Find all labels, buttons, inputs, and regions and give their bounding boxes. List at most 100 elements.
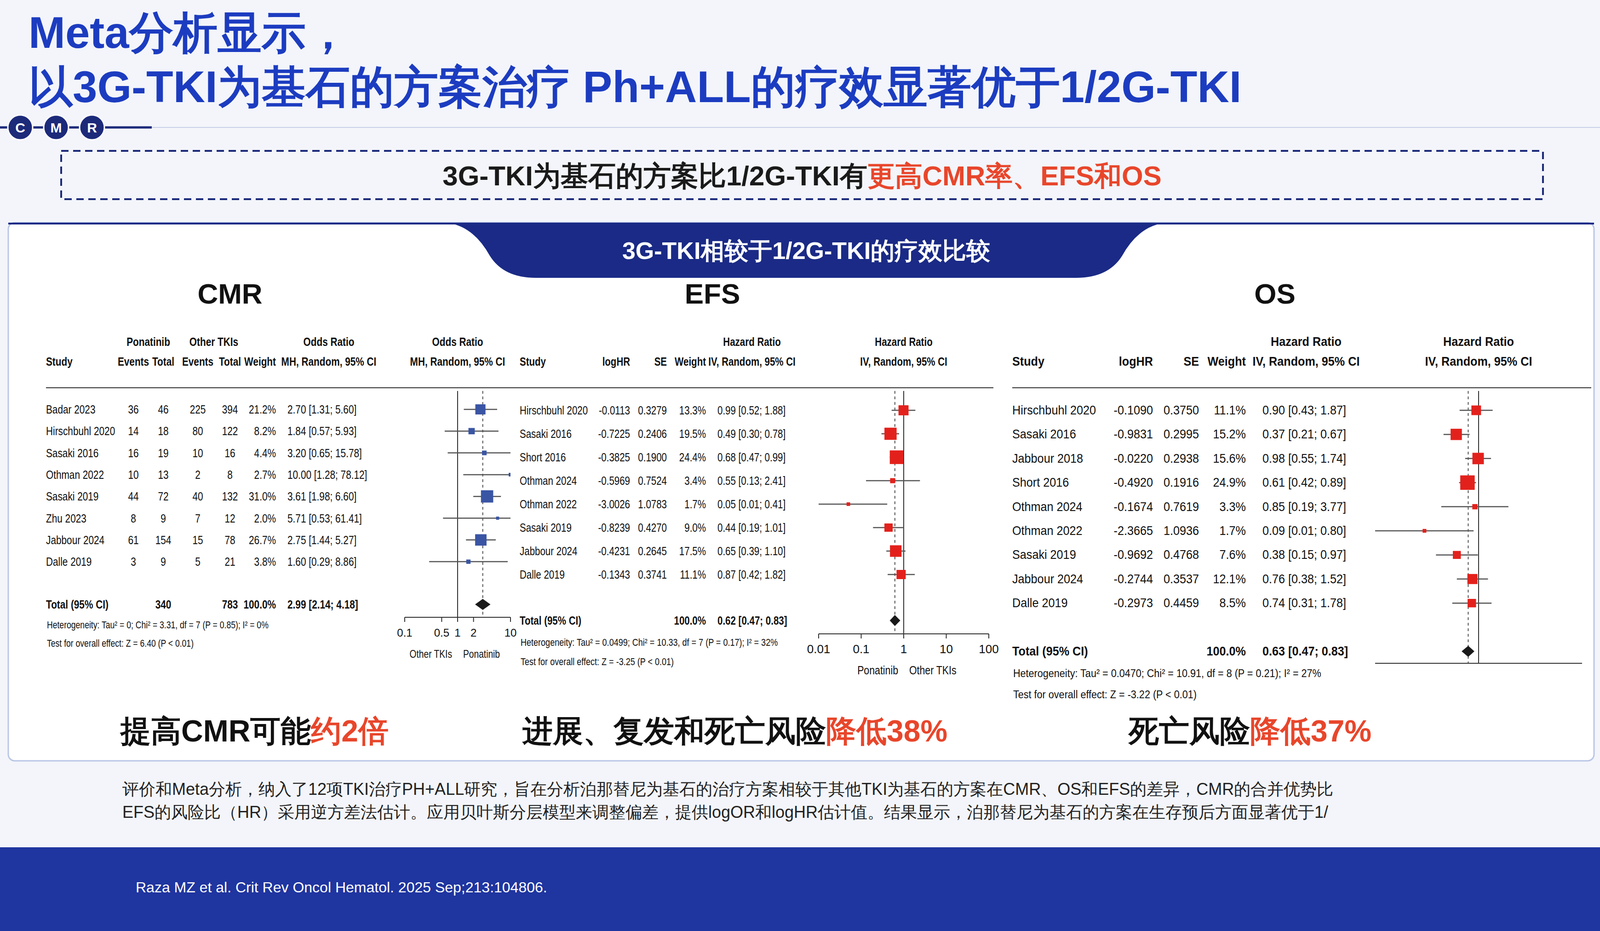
table-cell: 100.0% (1206, 643, 1246, 659)
table-cell: Hirschbuhl 2020 (1012, 402, 1096, 418)
column-head: Weight (674, 355, 706, 368)
table-cell: 17.5% (679, 544, 706, 558)
study-marker (1467, 573, 1478, 585)
table-cell: 0.85 [0.19; 3.77] (1262, 498, 1347, 514)
table-cell: Zhu 2023 (45, 511, 87, 525)
header-rule (45, 387, 520, 389)
column-head: Total (218, 355, 241, 369)
table-cell: Othman 2022 (45, 468, 104, 482)
x-tick (441, 617, 442, 622)
panel (8, 222, 1595, 761)
logo-circle (43, 114, 69, 140)
table-cell: 225 (189, 402, 207, 417)
table-cell: 0.44 [0.19; 1.01] (717, 521, 786, 534)
table-cell: 21.2% (248, 402, 276, 417)
plot-head: Hazard Ratio (874, 335, 933, 349)
x-tick-label: 100 (978, 642, 999, 656)
table-cell: Dalle 2019 (519, 567, 565, 581)
table-cell: 0.3537 (1163, 571, 1199, 587)
pooled-line (894, 390, 896, 634)
table-cell: 24.9% (1213, 475, 1246, 490)
table-cell: Jabbour 2024 (1012, 571, 1084, 587)
study-marker (1472, 504, 1478, 510)
table-cell: 2.70 [1.31; 5.60] (287, 402, 357, 417)
plot-area (1375, 390, 1509, 664)
column-head: logHR (1118, 354, 1153, 369)
axis-label: Other TKIs (909, 663, 957, 677)
table-cell: 1.7% (684, 497, 706, 511)
table-cell: 8 (130, 511, 137, 525)
column-head: Study (1012, 354, 1045, 369)
table-cell: Short 2016 (1012, 475, 1069, 490)
table-cell: 0.7524 (637, 474, 667, 488)
summary-text-part: 更高CMR率、EFS和OS (867, 160, 1162, 192)
table-cell: 19.5% (679, 427, 706, 441)
table-cell: Sasaki 2019 (45, 489, 99, 504)
x-tick (457, 617, 459, 622)
x-tick (818, 633, 820, 639)
table-cell: 31.0% (248, 489, 276, 504)
study-marker (468, 427, 476, 435)
forest-plot: CMRPonatinibOther TKIsOdds RatioStudyEve… (45, 277, 558, 661)
chart-title: CMR (197, 277, 263, 310)
x-tick (860, 633, 862, 639)
table-cell: 0.4459 (1163, 595, 1199, 611)
table-cell: -0.2744 (1113, 571, 1154, 587)
x-axis (1375, 662, 1583, 664)
table-cell: 2.75 [1.44; 5.27] (287, 533, 357, 547)
column-head: Study (519, 355, 546, 368)
banner-title: 3G-TKI相较于1/2G-TKI的疗效比较 (622, 237, 991, 264)
table-cell: 15 (192, 533, 203, 547)
column-group-head: Odds Ratio (303, 335, 355, 349)
conclusion-part: 降低38% (825, 713, 948, 748)
x-tick (473, 617, 475, 622)
table-cell: 3.4% (684, 474, 706, 488)
table-cell: 8.5% (1219, 595, 1246, 611)
table-cell: -0.9831 (1113, 426, 1153, 442)
axis-label: Other TKIs (409, 647, 453, 661)
column-head: IV, Random, 95% CI (708, 355, 796, 368)
study-marker (1422, 528, 1427, 533)
column-head: Events (182, 355, 214, 369)
table-cell: 1.0936 (1163, 523, 1199, 539)
table-cell: Jabbour 2024 (45, 533, 105, 547)
table-cell: -0.5969 (597, 474, 631, 488)
note: Heterogeneity: Tau² = 0.0470; Chi² = 10.… (1013, 666, 1322, 680)
table-cell: 0.99 [0.52; 1.88] (717, 403, 786, 417)
table-cell: -2.3665 (1113, 523, 1153, 539)
column-group-head: Hazard Ratio (722, 335, 781, 349)
panel-top-rule (8, 222, 1595, 225)
table-cell: 15.2% (1213, 426, 1246, 442)
study-marker (846, 502, 851, 506)
x-tick-label: 10 (939, 642, 953, 656)
table-cell: 9.0% (684, 521, 706, 534)
table-cell: 13 (157, 468, 169, 482)
x-tick-label: 1 (900, 642, 907, 656)
table-cell: 16 (224, 446, 236, 460)
table-cell: 2.99 [2.14; 4.18] (287, 597, 359, 612)
column-head: Weight (1207, 354, 1247, 369)
column-head: IV, Random, 95% CI (1252, 354, 1360, 369)
plot-area (429, 390, 511, 618)
ci-line (463, 474, 511, 476)
table-cell: 1.7% (1219, 523, 1246, 539)
study-marker (1460, 475, 1475, 490)
table-cell: -3.0026 (597, 497, 631, 511)
table-cell: 0.63 [0.47; 0.83] (1262, 643, 1348, 659)
table-cell: 12.1% (1213, 571, 1246, 587)
table-cell: 0.2406 (637, 427, 667, 441)
study-marker (889, 450, 904, 465)
table-cell: -0.7225 (597, 427, 631, 441)
logo-circle (7, 114, 33, 140)
slide-title: Meta分析显示， (28, 7, 350, 58)
table-cell: 1.84 [0.57; 5.93] (287, 424, 357, 438)
table-cell: 0.98 [0.55; 1.74] (1262, 451, 1347, 466)
x-tick-label: 1 (454, 626, 461, 639)
table-cell: 0.4270 (637, 521, 667, 534)
summary-text-part: 3G-TKI为基石的方案比1/2G-TKI有 (442, 160, 867, 192)
pooled-line (1467, 390, 1469, 664)
column-group-head: Hazard Ratio (1270, 334, 1342, 350)
logo-letter: C (15, 120, 26, 136)
column-head: Events (117, 355, 150, 369)
table-cell: 132 (222, 489, 239, 504)
